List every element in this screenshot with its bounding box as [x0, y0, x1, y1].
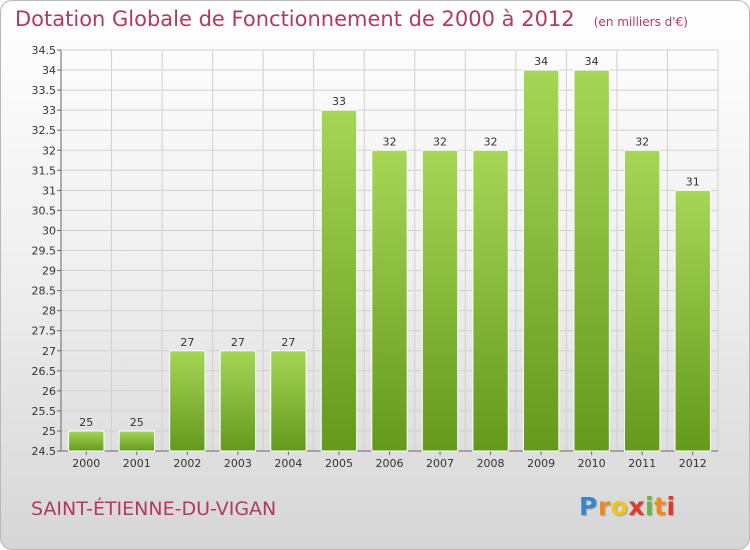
bar-value-label: 27 [281, 336, 295, 349]
x-tick-label: 2009 [527, 457, 555, 470]
y-tick-label: 26.5 [32, 365, 57, 378]
y-tick-label: 28.5 [32, 285, 57, 298]
bar-value-label: 27 [231, 336, 245, 349]
x-tick-label: 2000 [72, 457, 100, 470]
bar [674, 189, 711, 452]
x-tick-label: 2003 [224, 457, 252, 470]
bar-value-label: 34 [534, 55, 548, 68]
bar [573, 69, 610, 452]
y-tick-label: 34.5 [32, 44, 57, 57]
bar [270, 350, 307, 452]
y-tick-label: 24.5 [32, 445, 57, 458]
proxiti-logo[interactable]: Proxiti [579, 492, 676, 521]
y-tick-label: 27.5 [32, 325, 57, 338]
y-tick-label: 28 [42, 305, 56, 318]
y-tick-label: 25 [42, 425, 56, 438]
y-tick-label: 26 [42, 385, 56, 398]
y-tick-label: 30.5 [32, 204, 57, 217]
commune-name: SAINT-ÉTIENNE-DU-VIGAN [31, 498, 277, 520]
y-tick-label: 27 [42, 345, 56, 358]
chart-unit: (en milliers d'€) [593, 15, 688, 29]
y-tick-label: 31 [42, 184, 56, 197]
x-tick-label: 2011 [628, 457, 656, 470]
y-tick-label: 30 [42, 224, 56, 237]
bar [522, 69, 560, 452]
y-tick-label: 33 [42, 104, 56, 117]
y-tick-label: 32.5 [32, 124, 57, 137]
y-tick-label: 29 [42, 265, 56, 278]
bar [169, 350, 206, 452]
x-tick-label: 2004 [274, 457, 302, 470]
bar [320, 109, 358, 452]
x-tick-label: 2006 [376, 457, 404, 470]
bar [624, 149, 661, 452]
bar [118, 430, 155, 452]
y-tick-label: 33.5 [32, 84, 57, 97]
bars [68, 69, 711, 452]
x-tick-label: 2010 [578, 457, 606, 470]
x-tick-label: 2012 [679, 457, 707, 470]
y-tick-label: 32 [42, 144, 56, 157]
bar [472, 149, 509, 452]
bar-value-label: 32 [433, 135, 447, 148]
bar [219, 350, 257, 452]
bar-value-label: 32 [635, 135, 649, 148]
y-tick-label: 31.5 [32, 164, 57, 177]
y-tick-label: 34 [42, 64, 56, 77]
x-tick-label: 2005 [325, 457, 353, 470]
y-tick-label: 25.5 [32, 405, 57, 418]
bar-value-label: 32 [484, 135, 498, 148]
y-tick-label: 29.5 [32, 245, 57, 258]
x-tick-label: 2007 [426, 457, 454, 470]
chart-title: Dotation Globale de Fonctionnement de 20… [15, 7, 575, 31]
bar [421, 149, 459, 452]
bar-value-label: 25 [79, 416, 93, 429]
bar [68, 430, 105, 452]
bar-value-label: 34 [585, 55, 599, 68]
bar-value-label: 32 [383, 135, 397, 148]
bar [371, 149, 408, 452]
x-tick-label: 2002 [173, 457, 201, 470]
bar-value-label: 31 [686, 175, 700, 188]
bar-value-label: 33 [332, 95, 346, 108]
x-tick-label: 2001 [123, 457, 151, 470]
bar-value-label: 27 [180, 336, 194, 349]
labels: 24.5 25 25.5 26 26.5 27 27.5 28 28.5 29 29.5 30 30.5… [32, 44, 707, 470]
title-row: Dotation Globale de Fonctionnement de 20… [15, 7, 688, 31]
x-tick-label: 2008 [477, 457, 505, 470]
bar-value-label: 25 [130, 416, 144, 429]
